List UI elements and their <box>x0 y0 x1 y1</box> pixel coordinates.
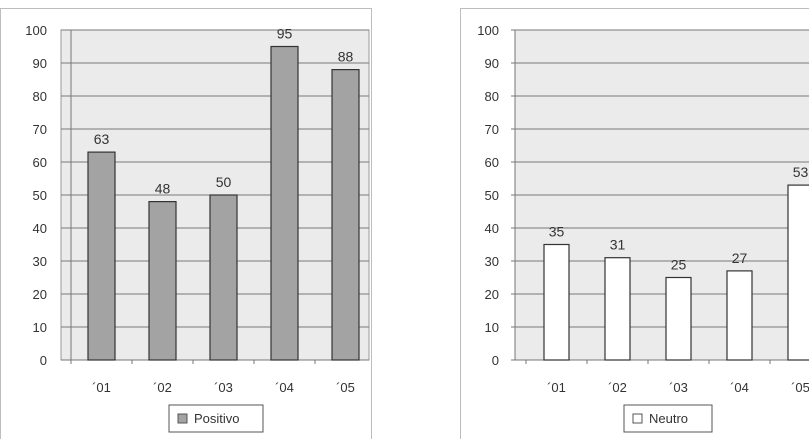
chart-positivo: 0 10 20 30 40 50 60 70 80 90 100 63 48 50 95 88 ´01 ´02… <box>0 8 372 439</box>
y-tick-label: 10 <box>33 320 47 335</box>
y-tick-label: 60 <box>33 155 47 170</box>
y-tick-label: 70 <box>485 122 499 137</box>
bar-4 <box>270 45 299 361</box>
bar-3 <box>209 194 238 361</box>
y-tick-label: 80 <box>33 89 47 104</box>
y-tick-label: 90 <box>485 56 499 71</box>
x-tick-label: ´01 <box>547 380 566 395</box>
data-label-4: 95 <box>277 26 293 42</box>
x-tick-label: ´05 <box>791 380 809 395</box>
x-tick-label: ´02 <box>153 380 172 395</box>
y-tick-label: 50 <box>33 188 47 203</box>
x-axis: ´01 ´02 ´03 ´04 ´05 <box>525 360 809 395</box>
legend: Neutro <box>623 404 713 433</box>
bar-4 <box>726 270 753 361</box>
y-tick-label: 0 <box>40 353 47 368</box>
x-tick-label: ´03 <box>669 380 688 395</box>
x-tick-label: ´01 <box>92 380 111 395</box>
bars <box>543 184 809 361</box>
bar-3 <box>665 276 692 361</box>
legend-label: Neutro <box>649 411 688 426</box>
legend-label: Positivo <box>194 411 240 426</box>
data-label-1: 63 <box>94 131 110 147</box>
data-label-4: 27 <box>732 250 748 266</box>
data-label-5: 88 <box>338 49 354 65</box>
y-tick-label: 0 <box>492 353 499 368</box>
y-tick-label: 80 <box>485 89 499 104</box>
x-tick-label: ´04 <box>730 380 749 395</box>
x-tick-label: ´02 <box>608 380 627 395</box>
y-tick-label: 70 <box>33 122 47 137</box>
chart-neutro: 0 10 20 30 40 50 60 70 80 90 100 35 31 25 27 53 ´01 ´02… <box>460 8 809 439</box>
y-tick-label: 40 <box>33 221 47 236</box>
data-labels: 63 48 50 95 88 <box>94 26 354 197</box>
y-tick-label: 30 <box>33 254 47 269</box>
y-axis: 0 10 20 30 40 50 60 70 80 90 100 <box>477 23 809 368</box>
data-label-3: 25 <box>671 257 687 273</box>
bars <box>87 45 360 361</box>
y-tick-label: 40 <box>485 221 499 236</box>
bar-5 <box>331 68 360 361</box>
data-label-2: 31 <box>610 237 626 253</box>
bar-5 <box>787 184 809 361</box>
y-axis: 0 10 20 30 40 50 60 70 80 90 100 <box>25 23 369 368</box>
y-tick-label: 90 <box>33 56 47 71</box>
x-tick-label: ´03 <box>214 380 233 395</box>
y-tick-label: 60 <box>485 155 499 170</box>
x-axis: ´01 ´02 ´03 ´04 ´05 <box>70 360 355 395</box>
data-label-3: 50 <box>216 174 232 190</box>
x-tick-label: ´05 <box>336 380 355 395</box>
data-label-2: 48 <box>155 181 171 197</box>
y-tick-label: 20 <box>485 287 499 302</box>
data-label-1: 35 <box>549 224 565 240</box>
y-tick-label: 100 <box>25 23 47 38</box>
bar-2 <box>148 201 177 361</box>
y-tick-label: 50 <box>485 188 499 203</box>
legend: Positivo <box>168 404 264 433</box>
bar-1 <box>543 243 570 361</box>
bar-2 <box>604 257 631 361</box>
data-label-5: 53 <box>793 164 809 180</box>
legend-swatch <box>177 413 188 424</box>
y-tick-label: 10 <box>485 320 499 335</box>
y-tick-label: 30 <box>485 254 499 269</box>
x-tick-label: ´04 <box>275 380 294 395</box>
data-labels: 35 31 25 27 53 <box>549 164 809 272</box>
legend-swatch <box>632 413 643 424</box>
bar-1 <box>87 151 116 361</box>
gridlines <box>515 29 809 328</box>
y-tick-label: 100 <box>477 23 499 38</box>
y-tick-label: 20 <box>33 287 47 302</box>
